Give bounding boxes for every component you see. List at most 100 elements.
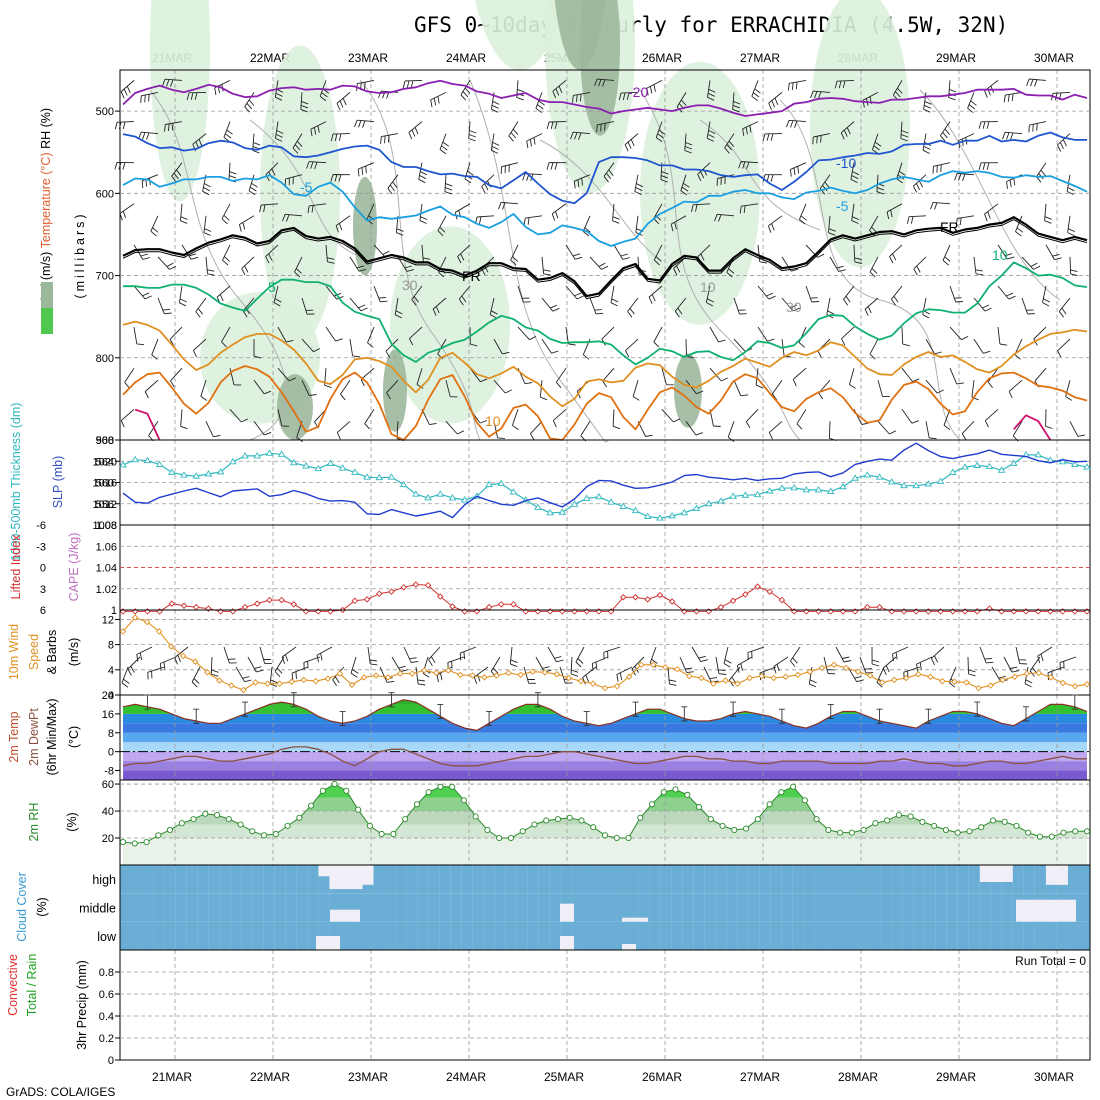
cloud-cell (1045, 884, 1058, 894)
isotherm--5 (122, 170, 1088, 247)
date-label-top: 24MAR (446, 51, 486, 65)
rh2m-line-point (143, 839, 150, 846)
upper-wind-barb (419, 203, 428, 224)
y-tick-label: 800 (96, 353, 114, 365)
upper-wind-barb (853, 244, 862, 264)
contour-label: 30 (786, 299, 802, 315)
contour-label: -20 (628, 84, 648, 100)
cloud-cell (1001, 893, 1014, 922)
upper-wind-barb (186, 91, 207, 101)
wind-ylabel-4: (m/s) (67, 638, 81, 666)
lifted-index-line-point (168, 600, 176, 607)
cloud-cell (208, 865, 220, 894)
lifted-index-line-point (742, 591, 749, 598)
rh-shading (674, 353, 702, 428)
wind-barb (835, 646, 852, 663)
cloud-cell (439, 921, 452, 950)
upper-wind-barb (727, 421, 735, 442)
cloud-cell (880, 921, 893, 950)
upper-wind-barb (732, 92, 741, 113)
lifted-index-line-point (290, 601, 298, 608)
upper-wind-barb (565, 327, 576, 346)
lifted-index-line-point (754, 583, 761, 590)
upper-wind-barb (464, 162, 474, 184)
wind-barb (473, 666, 489, 684)
lifted-index-line-point (266, 596, 273, 604)
thickness-line-point (961, 463, 969, 470)
upper-wind-barb (475, 215, 495, 225)
upper-wind-barb (546, 162, 567, 170)
upper-wind-barb (655, 121, 666, 143)
upper-wind-barb (755, 368, 763, 389)
upper-wind-barb (349, 297, 368, 312)
cloud-cell (671, 893, 683, 922)
cloud-cell (307, 921, 319, 950)
cloud-gap (1016, 899, 1076, 922)
upper-wind-barb (354, 119, 375, 128)
minmax-bar (681, 706, 688, 722)
thickness-line-point (436, 490, 445, 497)
rh-contour (639, 89, 801, 441)
cloud-cell (428, 893, 441, 922)
wind-speed-line-point (505, 669, 512, 677)
cloud-cell (1056, 921, 1069, 950)
wind-barb (247, 656, 264, 673)
rh2m-line-point (378, 830, 385, 838)
upper-wind-barb (265, 162, 279, 182)
lifted-index-line-point (717, 603, 725, 611)
rh2m-line-point (942, 826, 949, 833)
cloud-cell (880, 893, 893, 922)
cloud-cell (274, 865, 286, 894)
wind-barb (459, 646, 477, 661)
cloud-cell (252, 893, 264, 922)
wind-speed-line-point (469, 672, 476, 679)
wind-speed-line-point (890, 676, 898, 684)
wind-speed-line-point (553, 670, 561, 678)
upper-wind-barb (490, 133, 500, 154)
rh-contour (469, 79, 611, 443)
li-tick-label: 6 (40, 605, 46, 617)
upper-wind-barb (891, 285, 903, 306)
upper-wind-barb (292, 133, 303, 154)
temp-bands (123, 699, 1087, 780)
cloud-cell (296, 865, 308, 894)
thickness-line-point (387, 473, 396, 480)
rh2m-line-point (919, 818, 926, 825)
cloud-cell (373, 893, 386, 922)
rh2m-line-point (460, 797, 467, 804)
isotherm-15 (122, 365, 1088, 441)
panel-wind10m: 0 4 8 12 10m Wind Speed & Barbs (m/s) (7, 609, 1091, 702)
wind-speed-line-point (927, 673, 934, 680)
rh2m-line-point (1083, 828, 1091, 835)
lifted-index-line-point (668, 598, 676, 605)
upper-wind-barb (1033, 326, 1047, 346)
rh2m-line-point (695, 803, 703, 811)
wind-speed-line-point (517, 671, 524, 679)
thickness-line-point (570, 500, 579, 507)
wind-speed-line-point (131, 614, 139, 621)
isotherm-20 (134, 408, 1052, 441)
cloud-cell (1001, 921, 1014, 950)
upper-wind-barb (133, 327, 145, 346)
thickness-line-point (302, 462, 310, 469)
lifted-index-line-point (400, 584, 407, 591)
cloud-cell (605, 865, 617, 894)
cloud-cell (494, 921, 507, 950)
upper-wind-barb (955, 215, 975, 226)
minmax-bar (144, 694, 151, 710)
wind-speed-line-point (951, 678, 958, 686)
cloud-cell (373, 921, 386, 950)
cloud-cell (329, 893, 341, 922)
upper-wind-barb (850, 162, 860, 184)
upper-wind-barb (157, 256, 177, 270)
upper-wind-barb (205, 421, 221, 438)
cloud-row-label: high (92, 873, 116, 887)
thickness-line-point (924, 480, 933, 487)
cloud-cell (704, 893, 716, 922)
cloud-cell (274, 921, 286, 950)
upper-wind-barb (1021, 256, 1041, 270)
upper-wind-barb (978, 121, 999, 129)
cloud-cell (560, 921, 573, 950)
upper-wind-barb (670, 215, 687, 232)
rh2m-line-point (531, 821, 538, 828)
